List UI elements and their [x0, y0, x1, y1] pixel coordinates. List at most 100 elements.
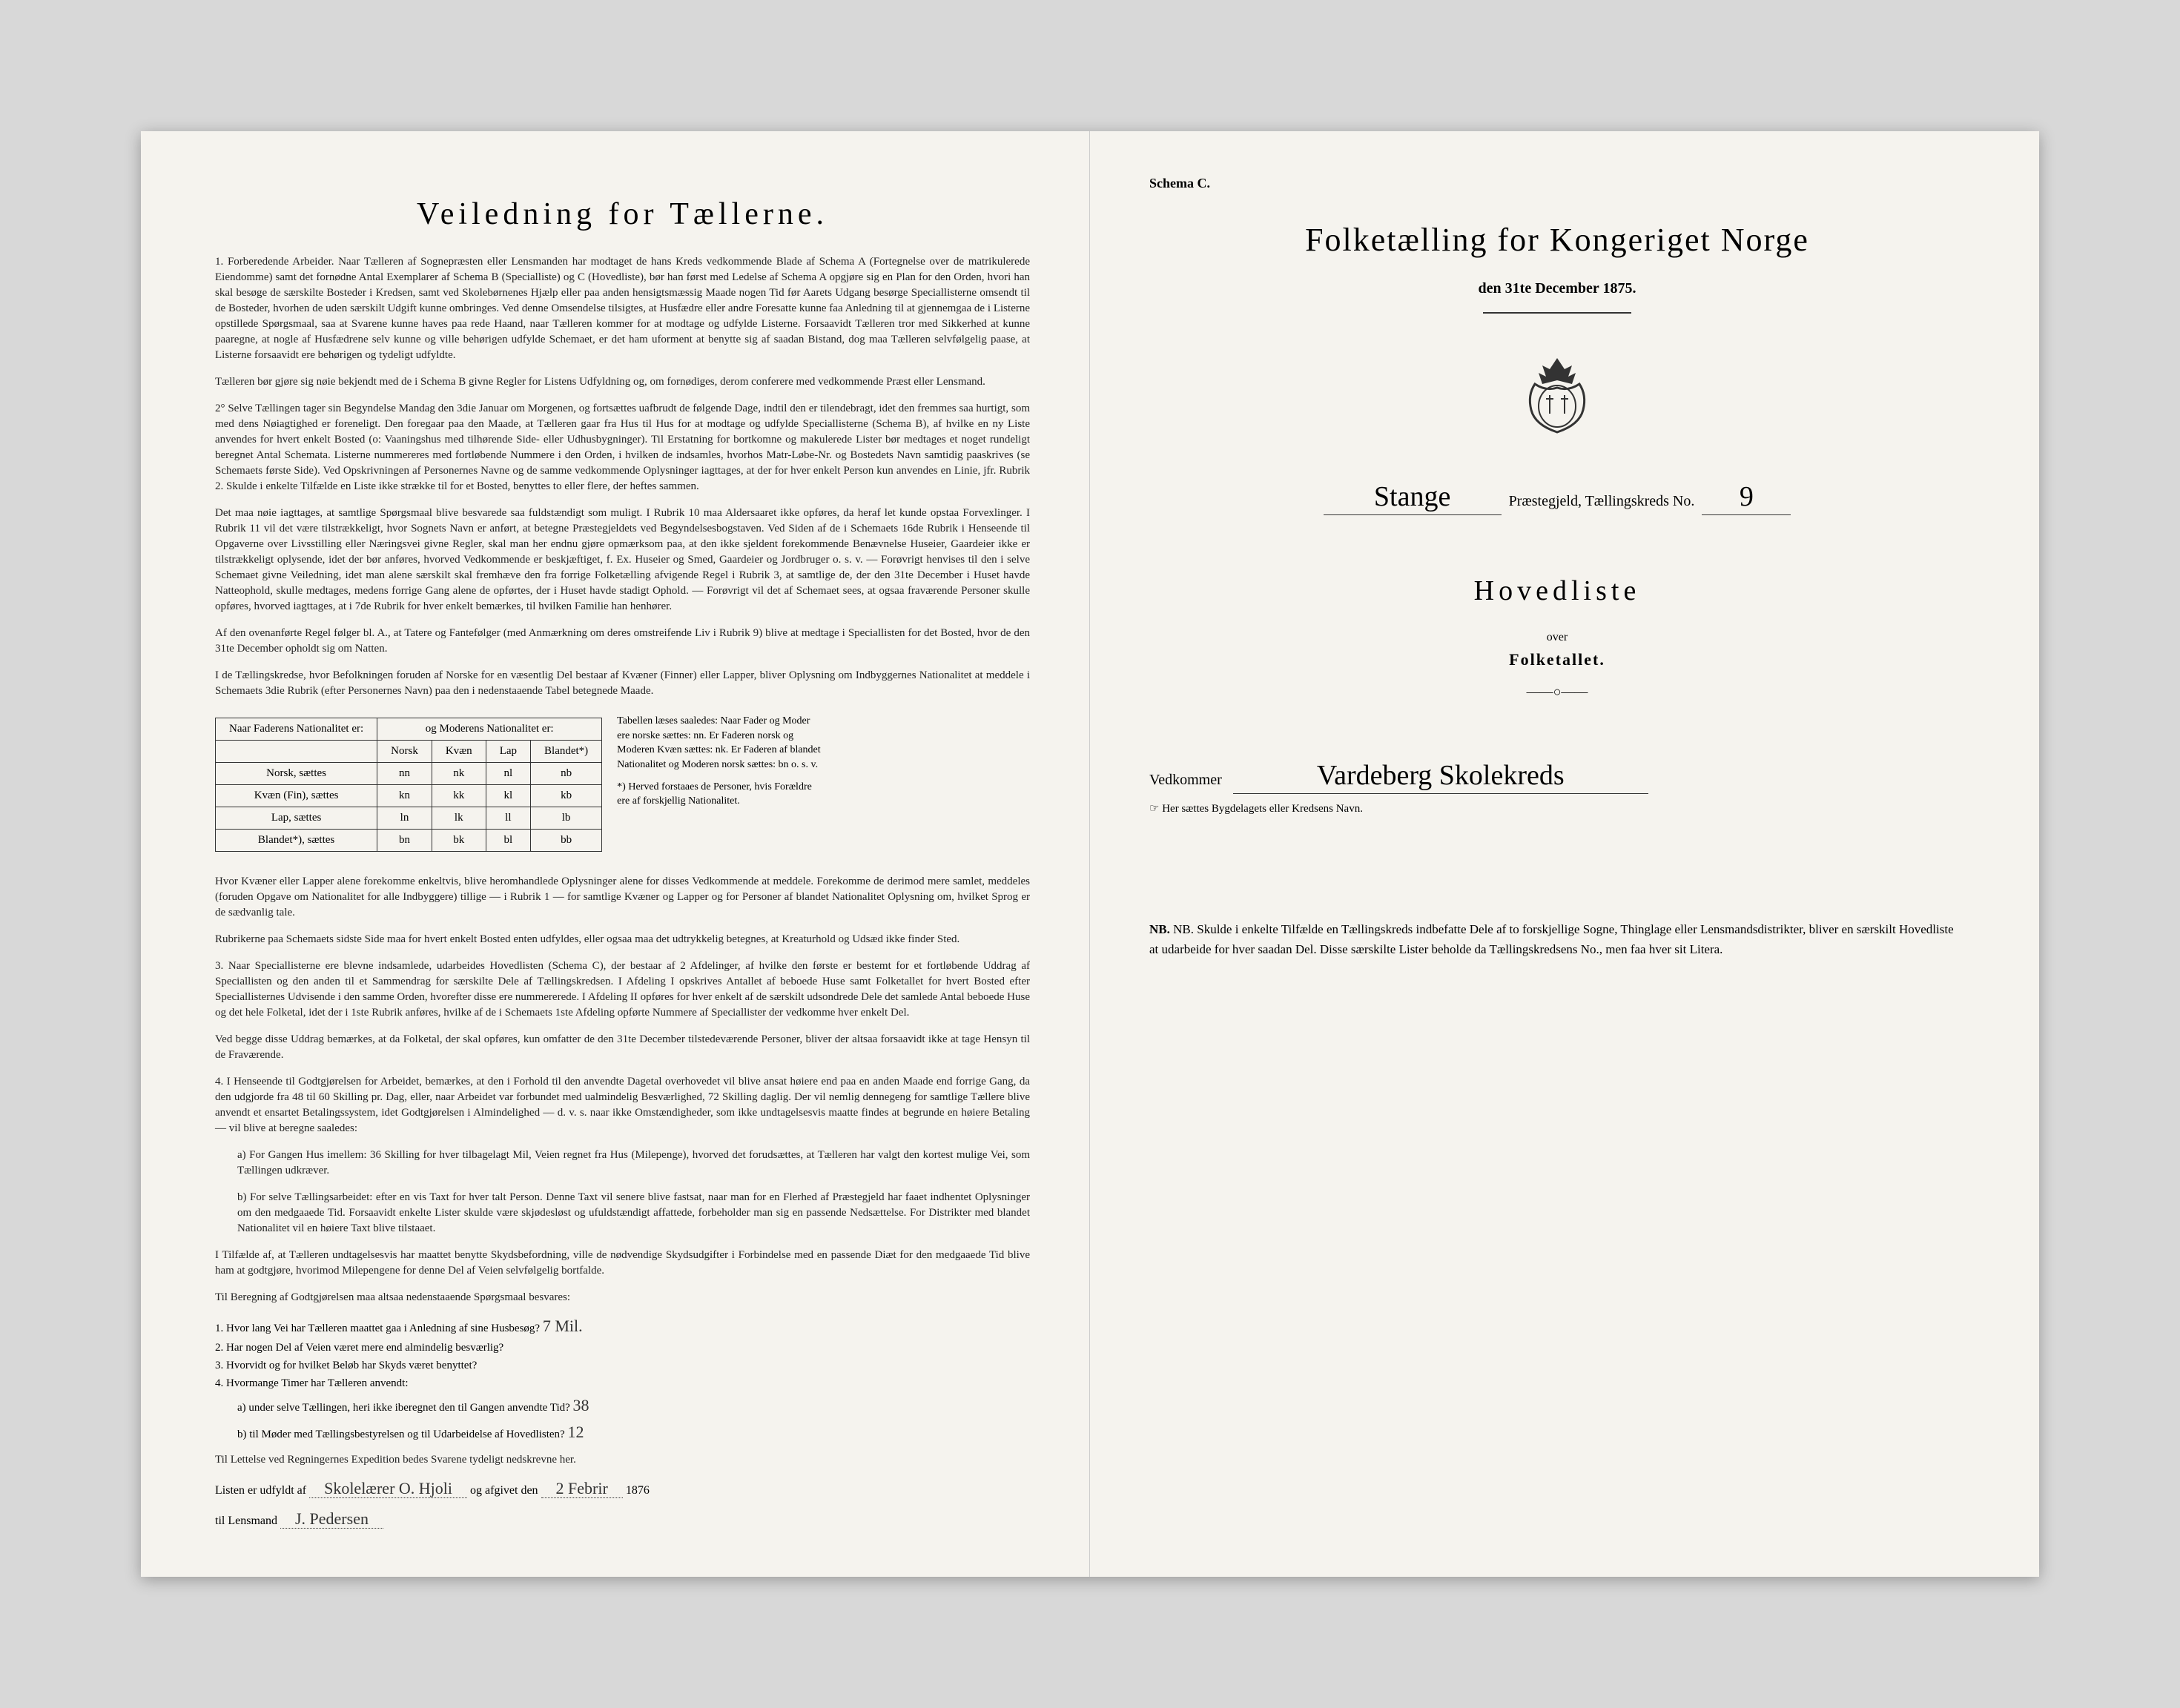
para-2c: Af den ovenanførte Regel følger bl. A., …	[215, 626, 1030, 657]
para-4c: I Tilfælde af, at Tælleren undtagelsesvi…	[215, 1248, 1030, 1279]
question-4a: a) under selve Tællingen, heri ikke iber…	[215, 1392, 1030, 1418]
table-footnote: *) Herved forstaaes de Personer, hvis Fo…	[617, 780, 825, 809]
pointer-note: ☞ Her sættes Bygdelagets eller Kredsens …	[1149, 801, 1965, 815]
census-title: Folketælling for Kongeriget Norge	[1149, 221, 1965, 259]
hovedliste-heading: Hovedliste	[1149, 575, 1965, 607]
table-cell: Blandet*), sættes	[216, 830, 377, 852]
parish-handwritten: Stange	[1324, 480, 1502, 515]
table-row: Lap, sættes ln lk ll lb	[216, 807, 602, 830]
table-cell: Norsk, sættes	[216, 763, 377, 785]
footer2-label: Listen er udfyldt af	[215, 1484, 306, 1497]
left-title: Veiledning for Tællerne.	[215, 196, 1030, 232]
para-1b: Tælleren bør gjøre sig nøie bekjendt med…	[215, 374, 1030, 390]
table-cell: bk	[432, 830, 486, 852]
parish-line: Stange Præstegjeld, Tællingskreds No. 9	[1149, 480, 1965, 515]
q4b-answer: 12	[567, 1423, 584, 1441]
ornament-divider: ――○――	[1149, 684, 1965, 700]
q1-text: 1. Hvor lang Vei har Tælleren maattet ga…	[215, 1323, 540, 1334]
table-cell: nn	[377, 763, 432, 785]
table-subheader-row: Norsk Kvæn Lap Blandet*)	[216, 741, 602, 763]
para-4b: b) For selve Tællingsarbeidet: efter en …	[215, 1190, 1030, 1237]
table-cell: bn	[377, 830, 432, 852]
table-cell: nb	[531, 763, 602, 785]
table-cell: lb	[531, 807, 602, 830]
table-cell: kn	[377, 785, 432, 807]
table-side-note: Tabellen læses saaledes: Naar Fader og M…	[617, 706, 825, 809]
q4a-answer: 38	[573, 1396, 589, 1414]
table-cell: bb	[531, 830, 602, 852]
q4b-text: b) til Møder med Tællingsbestyrelsen og …	[237, 1429, 565, 1440]
q4a-text: a) under selve Tællingen, heri ikke iber…	[237, 1402, 570, 1414]
table-cell: Kvæn (Fin), sættes	[216, 785, 377, 807]
royal-crest-icon	[1149, 351, 1965, 443]
table-cell: nk	[432, 763, 486, 785]
schema-label: Schema C.	[1149, 176, 1965, 191]
para-2b: Det maa nøie iagttages, at samtlige Spør…	[215, 506, 1030, 615]
para-3b: Rubrikerne paa Schemaets sidste Side maa…	[215, 932, 1030, 947]
footer2-hw: Skolelærer O. Hjoli	[309, 1479, 467, 1498]
para-2: 2° Selve Tællingen tager sin Begyndelse …	[215, 401, 1030, 494]
para-3c: Ved begge disse Uddrag bemærkes, at da F…	[215, 1032, 1030, 1063]
table-cell: kl	[486, 785, 530, 807]
table-cell: Kvæn	[432, 741, 486, 763]
footer5-hw: J. Pedersen	[280, 1509, 383, 1529]
over-label: over	[1149, 631, 1965, 644]
table-cell: Norsk	[377, 741, 432, 763]
table-cell: bl	[486, 830, 530, 852]
table-header: og Moderens Nationalitet er:	[377, 718, 602, 741]
table-row: Norsk, sættes nn nk nl nb	[216, 763, 602, 785]
table-cell	[216, 741, 377, 763]
page-container: Veiledning for Tællerne. 1. Forberedende…	[0, 0, 2180, 1708]
question-2: 2. Har nogen Del af Veien været mere end…	[215, 1339, 1030, 1357]
question-1: 1. Hvor lang Vei har Tælleren maattet ga…	[215, 1313, 1030, 1339]
vedkommer-handwritten: Vardeberg Skolekreds	[1233, 759, 1648, 794]
title-rule	[1483, 312, 1631, 314]
table-cell: Lap, sættes	[216, 807, 377, 830]
table-note-text: Tabellen læses saaledes: Naar Fader og M…	[617, 714, 825, 772]
question-4: 4. Hvormange Timer har Tælleren anvendt:	[215, 1374, 1030, 1392]
table-cell: Blandet*)	[531, 741, 602, 763]
question-4b: b) til Møder med Tællingsbestyrelsen og …	[215, 1419, 1030, 1445]
folketallet-label: Folketallet.	[1149, 650, 1965, 669]
para-4: 4. I Henseende til Godtgjørelsen for Arb…	[215, 1074, 1030, 1136]
table-wrap: Naar Faderens Nationalitet er: og Modere…	[215, 706, 1030, 863]
table-row: Kvæn (Fin), sættes kn kk kl kb	[216, 785, 602, 807]
table-cell: kb	[531, 785, 602, 807]
question-3: 3. Hvorvidt og for hvilket Beløb har Sky…	[215, 1357, 1030, 1374]
parish-label: Præstegjeld, Tællingskreds No.	[1509, 493, 1695, 510]
signature-line-1: Listen er udfyldt af Skolelærer O. Hjoli…	[215, 1479, 1030, 1498]
document-spread: Veiledning for Tællerne. 1. Forberedende…	[141, 131, 2039, 1577]
left-page: Veiledning for Tællerne. 1. Forberedende…	[141, 131, 1090, 1577]
questions-block: 1. Hvor lang Vei har Tælleren maattet ga…	[215, 1313, 1030, 1445]
table-cell: ln	[377, 807, 432, 830]
nb-bold: NB.	[1149, 922, 1170, 936]
para-2d: I de Tællingskredse, hvor Befolkningen f…	[215, 668, 1030, 699]
table-cell: kk	[432, 785, 486, 807]
table-cell: lk	[432, 807, 486, 830]
signature-line-2: til Lensmand J. Pedersen	[215, 1509, 1030, 1529]
table-row: Blandet*), sættes bn bk bl bb	[216, 830, 602, 852]
footer5-label: til Lensmand	[215, 1515, 277, 1527]
nationality-table: Naar Faderens Nationalitet er: og Modere…	[215, 718, 602, 852]
right-page: Schema C. Folketælling for Kongeriget No…	[1090, 131, 2039, 1577]
vedkommer-line: Vedkommer Vardeberg Skolekreds	[1149, 759, 1965, 794]
footer4-year: 1876	[626, 1484, 650, 1497]
table-header: Naar Faderens Nationalitet er:	[216, 718, 377, 741]
para-4d: Til Beregning af Godtgjørelsen maa altsa…	[215, 1290, 1030, 1305]
para-1: 1. Forberedende Arbeider. Naar Tælleren …	[215, 254, 1030, 363]
table-header-row: Naar Faderens Nationalitet er: og Modere…	[216, 718, 602, 741]
footer-instruction: Til Lettelse ved Regningernes Expedition…	[215, 1452, 1030, 1468]
para-4a: a) For Gangen Hus imellem: 36 Skilling f…	[215, 1148, 1030, 1179]
nb-note: NB. NB. Skulde i enkelte Tilfælde en Tæl…	[1149, 919, 1965, 959]
table-cell: ll	[486, 807, 530, 830]
footer3-label: og afgivet den	[470, 1484, 538, 1497]
para-3: 3. Naar Speciallisterne ere blevne indsa…	[215, 959, 1030, 1021]
parish-number: 9	[1702, 480, 1791, 515]
vedkommer-label: Vedkommer	[1149, 772, 1222, 789]
footer3-hw: 2 Febrir	[541, 1479, 623, 1498]
nb-text: NB. Skulde i enkelte Tilfælde en Tælling…	[1149, 922, 1954, 956]
table-cell: Lap	[486, 741, 530, 763]
para-3a: Hvor Kvæner eller Lapper alene forekomme…	[215, 874, 1030, 921]
table-cell: nl	[486, 763, 530, 785]
census-date: den 31te December 1875.	[1149, 280, 1965, 297]
